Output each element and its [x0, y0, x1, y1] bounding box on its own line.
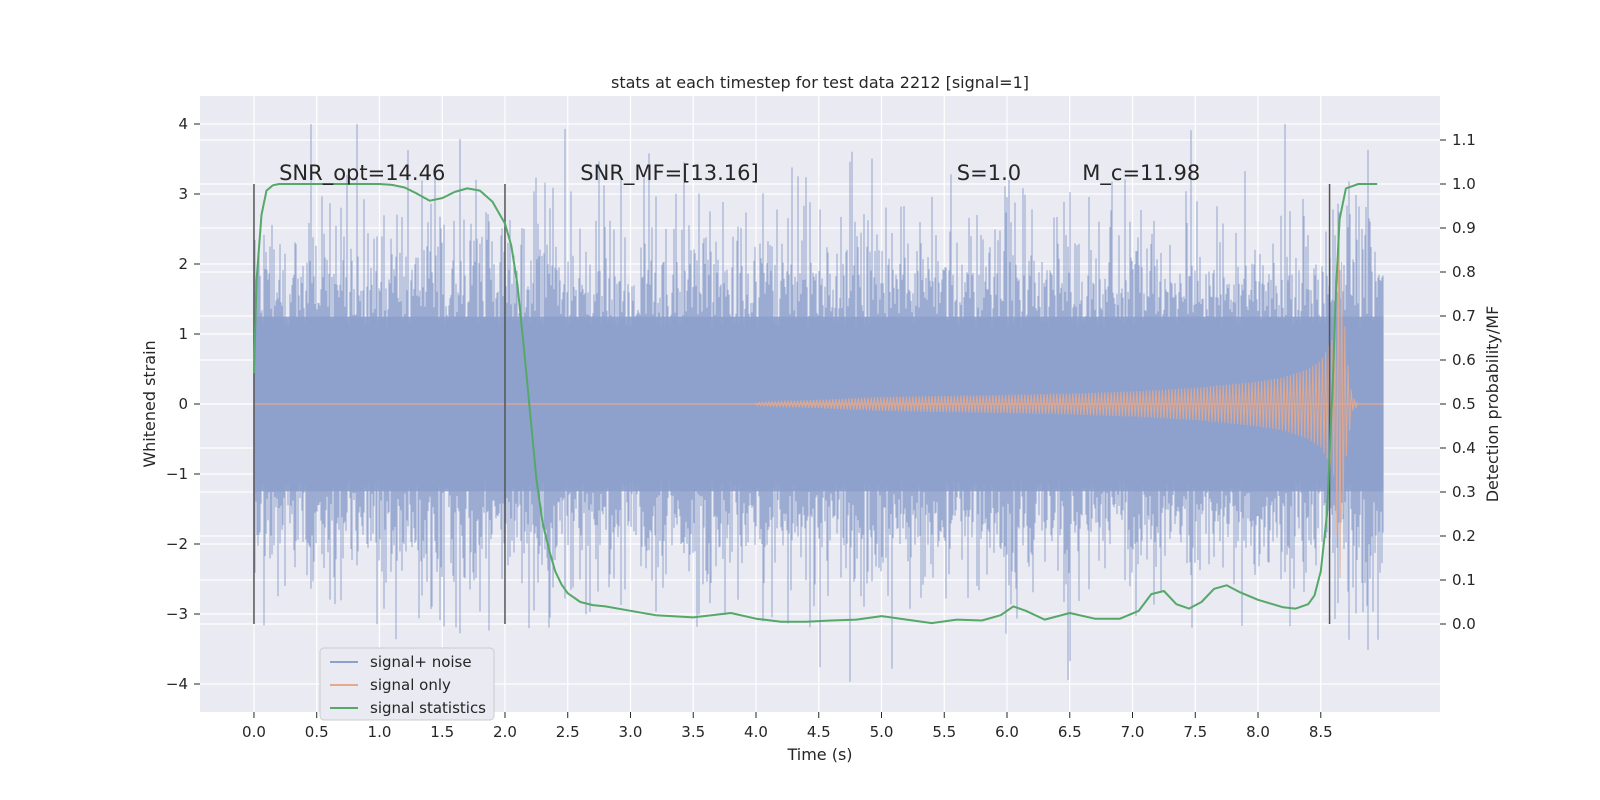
x-tick-label: 2.0 — [493, 723, 517, 741]
y-tick-label: 1 — [178, 325, 188, 343]
x-tick-label: 2.5 — [556, 723, 580, 741]
chart-title: stats at each timestep for test data 221… — [611, 73, 1029, 92]
legend-label-signal-noise: signal+ noise — [370, 653, 472, 671]
y2-tick-label: 0.6 — [1452, 351, 1476, 369]
signal-statistics-line — [253, 183, 1378, 625]
x-tick-label: 8.0 — [1246, 723, 1270, 741]
y2-tick-label: 0.1 — [1452, 571, 1476, 589]
y-tick-label: −1 — [166, 465, 188, 483]
x-tick-label: 0.0 — [242, 723, 266, 741]
annotation-snr-mf: SNR_MF=[13.16] — [580, 161, 758, 186]
x-tick-label: 1.5 — [430, 723, 454, 741]
legend: signal+ noise signal only signal statist… — [319, 647, 495, 721]
y-tick-label: −4 — [166, 675, 188, 693]
x-tick-label: 6.0 — [995, 723, 1019, 741]
x-tick-label: 7.0 — [1121, 723, 1145, 741]
legend-label-signal-statistics: signal statistics — [370, 699, 486, 717]
x-tick-label: 8.5 — [1309, 723, 1333, 741]
vertical-lines — [253, 184, 1331, 624]
signal-only-line — [755, 244, 1359, 579]
y2-tick-label: 1.1 — [1452, 131, 1476, 149]
y2-tick-label: 0.2 — [1452, 527, 1476, 545]
annotation-s: S=1.0 — [957, 161, 1021, 185]
y-tick-label: 0 — [178, 395, 188, 413]
annotation-snr-opt: SNR_opt=14.46 — [279, 161, 445, 186]
y-axis-label: Whitened strain — [140, 340, 159, 467]
x-tick-label: 6.5 — [1058, 723, 1082, 741]
y-tick-label: 2 — [178, 255, 188, 273]
y2-tick-label: 1.0 — [1452, 175, 1476, 193]
x-tick-label: 1.0 — [368, 723, 392, 741]
x-tick-label: 4.5 — [807, 723, 831, 741]
y-axis-ticks: 4 3 2 1 0 −1 −2 −3 −4 — [166, 115, 200, 693]
y2-tick-label: 0.9 — [1452, 219, 1476, 237]
x-tick-label: 0.5 — [305, 723, 329, 741]
y2-axis-label: Detection probability/MF — [1483, 306, 1502, 503]
y2-tick-label: 0.7 — [1452, 307, 1476, 325]
y-tick-label: 3 — [178, 185, 188, 203]
signal-statistics-series — [253, 183, 1378, 625]
x-tick-label: 7.5 — [1183, 723, 1207, 741]
x-tick-label: 3.0 — [619, 723, 643, 741]
annotations: SNR_opt=14.46 SNR_MF=[13.16] S=1.0 M_c=1… — [279, 161, 1200, 186]
legend-label-signal-only: signal only — [370, 676, 451, 694]
y-tick-label: 4 — [178, 115, 188, 133]
y2-tick-label: 0.4 — [1452, 439, 1476, 457]
x-tick-label: 5.5 — [932, 723, 956, 741]
y2-tick-label: 0.5 — [1452, 395, 1476, 413]
y2-tick-label: 0.3 — [1452, 483, 1476, 501]
x-axis-ticks: 0.0 0.5 1.0 1.5 2.0 2.5 3.0 3.5 4.0 4.5 5.0 5.5 6.0 6… — [242, 712, 1333, 741]
y2-tick-label: 0.8 — [1452, 263, 1476, 281]
x-tick-label: 5.0 — [870, 723, 894, 741]
x-tick-label: 3.5 — [681, 723, 705, 741]
y-tick-label: −2 — [166, 535, 188, 553]
x-axis-label: Time (s) — [786, 745, 852, 764]
signal-only-series — [253, 244, 1384, 579]
y-tick-label: −3 — [166, 605, 188, 623]
legend-frame — [319, 647, 495, 721]
y2-tick-label: 0.0 — [1452, 615, 1476, 633]
y2-axis-ticks: 1.1 1.0 0.9 0.8 0.7 0.6 0.5 0.4 0.3 0.2 0.1 0.0 — [1440, 131, 1476, 633]
annotation-mc: M_c=11.98 — [1082, 161, 1200, 186]
x-tick-label: 4.0 — [744, 723, 768, 741]
